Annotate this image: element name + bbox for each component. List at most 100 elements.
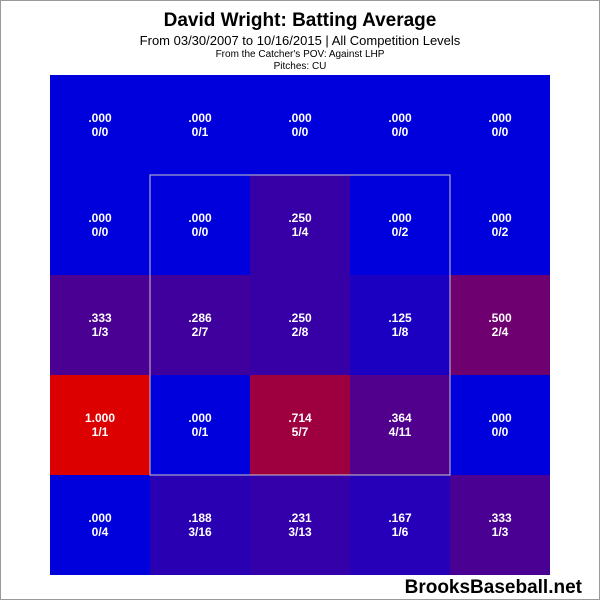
zone-cell-avg: .188 bbox=[188, 511, 212, 525]
zone-cell-avg: .000 bbox=[188, 411, 212, 425]
zone-cell-fill bbox=[450, 275, 550, 375]
zone-cell-hits-ab: 2/8 bbox=[292, 325, 309, 339]
zone-cell-fill bbox=[450, 175, 550, 275]
zone-cell-hits-ab: 0/1 bbox=[192, 425, 209, 439]
strike-zone-outline bbox=[149, 174, 451, 476]
zone-cell-avg: .000 bbox=[88, 511, 112, 525]
zone-cell-hits-ab: 2/7 bbox=[192, 325, 209, 339]
zone-cell-avg: .333 bbox=[88, 311, 112, 325]
zone-cell-avg: .364 bbox=[388, 411, 412, 425]
zone-cell-fill bbox=[350, 275, 450, 375]
zone-cell-hits-ab: 1/1 bbox=[92, 425, 109, 439]
zone-cell-hits-ab: 1/3 bbox=[492, 525, 509, 539]
zone-cell-hits-ab: 0/4 bbox=[92, 525, 109, 539]
zone-cell-hits-ab: 5/7 bbox=[292, 425, 309, 439]
zone-cell-hits-ab: 0/0 bbox=[92, 125, 109, 139]
zone-cell-hits-ab: 1/4 bbox=[292, 225, 309, 239]
zone-cell-fill bbox=[50, 75, 150, 175]
zone-cell-fill bbox=[250, 375, 350, 475]
zone-cell-hits-ab: 3/16 bbox=[188, 525, 212, 539]
zone-cell-avg: .231 bbox=[288, 511, 312, 525]
zone-cell-avg: .125 bbox=[388, 311, 412, 325]
pitches-line: Pitches: CU bbox=[273, 61, 327, 72]
zone-cell-fill bbox=[150, 475, 250, 575]
zone-cell-fill bbox=[50, 175, 150, 275]
zone-cell-avg: 1.000 bbox=[85, 411, 115, 425]
zone-cell-avg: .000 bbox=[288, 111, 312, 125]
zone-cell-avg: .000 bbox=[388, 111, 412, 125]
zone-cell-hits-ab: 0/2 bbox=[492, 225, 509, 239]
zone-cell-avg: .000 bbox=[88, 111, 112, 125]
zone-cell-avg: .000 bbox=[488, 111, 512, 125]
zone-cell-fill bbox=[450, 75, 550, 175]
zone-cell-hits-ab: 0/0 bbox=[492, 425, 509, 439]
zone-cell-avg: .000 bbox=[488, 211, 512, 225]
chart-title: David Wright: Batting Average bbox=[163, 10, 437, 31]
zone-cell-avg: .000 bbox=[488, 411, 512, 425]
zone-cell-fill bbox=[50, 375, 150, 475]
zone-cell-avg: .250 bbox=[288, 211, 312, 225]
zone-cell-fill bbox=[450, 475, 550, 575]
zone-cell-hits-ab: 1/3 bbox=[92, 325, 109, 339]
zone-cell-fill bbox=[250, 275, 350, 375]
zone-cell-hits-ab: 0/0 bbox=[292, 125, 309, 139]
zone-cell-hits-ab: 0/0 bbox=[192, 225, 209, 239]
zone-cell-fill bbox=[150, 275, 250, 375]
zone-cell-avg: .167 bbox=[388, 511, 412, 525]
zone-cell-avg: .000 bbox=[88, 211, 112, 225]
zone-cell-fill bbox=[50, 275, 150, 375]
pov-line: From the Catcher's POV: Against LHP bbox=[215, 49, 385, 60]
zone-cell-avg: .250 bbox=[288, 311, 312, 325]
chart-subtitle: From 03/30/2007 to 10/16/2015 | All Comp… bbox=[139, 33, 461, 48]
zone-cell-hits-ab: 0/0 bbox=[492, 125, 509, 139]
zone-cell-avg: .333 bbox=[488, 511, 512, 525]
zone-cell-hits-ab: 0/0 bbox=[92, 225, 109, 239]
zone-cell-hits-ab: 0/2 bbox=[392, 225, 409, 239]
zone-cell-fill bbox=[150, 75, 250, 175]
zone-cell-hits-ab: 1/8 bbox=[392, 325, 409, 339]
zone-cell-fill bbox=[250, 475, 350, 575]
zone-cell-fill bbox=[250, 75, 350, 175]
zone-cell-fill bbox=[350, 175, 450, 275]
zone-cell-avg: .000 bbox=[188, 211, 212, 225]
zone-cell-fill bbox=[50, 475, 150, 575]
zone-cell-avg: .000 bbox=[388, 211, 412, 225]
zone-cell-fill bbox=[150, 375, 250, 475]
zone-cell-fill bbox=[350, 475, 450, 575]
zone-cell-avg: .286 bbox=[188, 311, 212, 325]
zone-cell-hits-ab: 3/13 bbox=[288, 525, 312, 539]
zone-cell-avg: .714 bbox=[288, 411, 312, 425]
zone-cell-fill bbox=[450, 375, 550, 475]
zone-cell-hits-ab: 4/11 bbox=[389, 425, 412, 439]
zone-cell-hits-ab: 0/1 bbox=[192, 125, 209, 139]
zone-cell-fill bbox=[250, 175, 350, 275]
zone-cell-hits-ab: 1/6 bbox=[392, 525, 409, 539]
watermark-logo: BrooksBaseball.net bbox=[404, 577, 582, 598]
zone-cell-fill bbox=[150, 175, 250, 275]
